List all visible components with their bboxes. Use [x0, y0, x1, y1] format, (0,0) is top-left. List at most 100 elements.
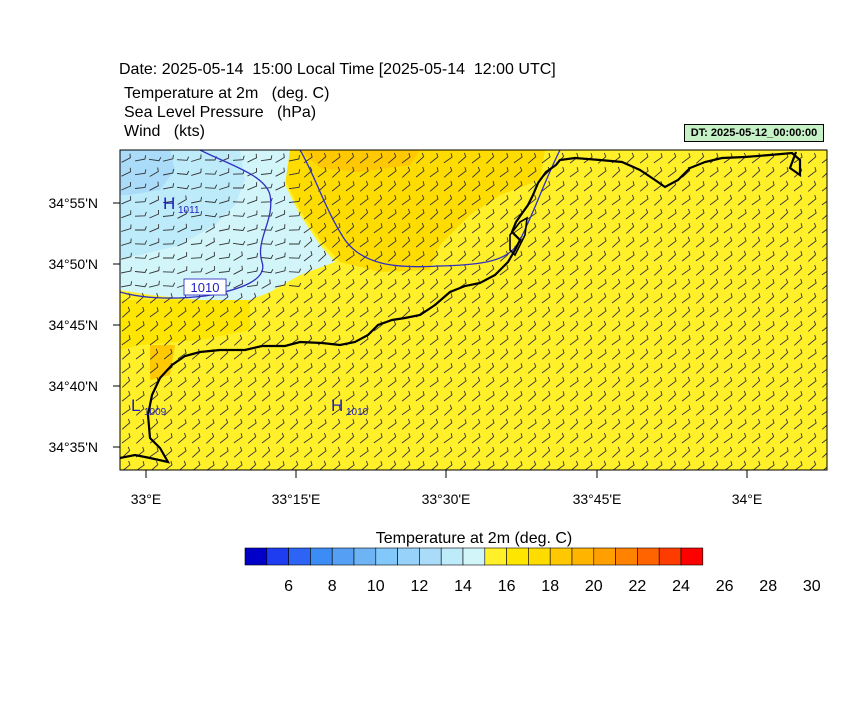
wind-barb	[122, 460, 131, 470]
wind-barb	[246, 238, 258, 246]
wind-barb	[332, 460, 341, 470]
wind-barb	[373, 404, 383, 416]
wind-barb	[317, 306, 327, 318]
wind-barb	[429, 447, 439, 458]
wind-barb	[149, 348, 159, 360]
wind-barb	[569, 208, 579, 220]
wind-barb	[751, 390, 761, 402]
coastline-bay	[509, 216, 528, 257]
wind-barb	[499, 362, 509, 374]
wind-barb	[416, 461, 425, 470]
wind-barb	[723, 446, 733, 458]
wind-barb	[779, 418, 789, 430]
wind-barb	[261, 418, 271, 430]
wind-barb	[429, 292, 439, 304]
wind-barb	[583, 166, 593, 178]
wind-barb	[569, 447, 579, 458]
wind-barb	[135, 306, 145, 318]
wind-barb	[681, 250, 691, 262]
lon-label: 33°30'E	[422, 491, 471, 507]
wind-barb	[303, 363, 313, 374]
wind-barb	[597, 209, 607, 220]
wind-barb	[373, 166, 383, 178]
wind-barb	[401, 222, 411, 234]
wind-barb	[765, 446, 775, 458]
wind-barb	[471, 390, 481, 402]
wind-barb	[555, 376, 565, 388]
wind-barb	[499, 292, 509, 304]
wind-barb	[331, 320, 341, 332]
wind-barb	[695, 208, 705, 220]
wind-barb	[163, 348, 173, 360]
wind-barb	[765, 251, 775, 262]
isobar-label: 1010	[191, 280, 220, 295]
wind-barb	[527, 362, 537, 374]
wind-barb	[583, 208, 593, 220]
wind-barb	[527, 194, 537, 206]
wind-barb	[121, 320, 131, 332]
wind-barb	[177, 209, 187, 219]
wind-barb	[555, 264, 565, 276]
wind-barb	[163, 433, 173, 444]
wind-barb	[807, 432, 817, 444]
wind-barb	[121, 446, 131, 458]
wind-barb	[232, 198, 246, 203]
wind-barb	[583, 334, 593, 346]
wind-barb	[331, 208, 341, 220]
wind-barb	[176, 184, 190, 190]
wind-barb	[205, 251, 215, 261]
wind-barb	[457, 180, 467, 192]
wind-barb	[737, 334, 747, 346]
wind-barb	[667, 404, 677, 416]
wind-barb	[319, 460, 327, 470]
wind-barb	[667, 334, 677, 346]
wind-barb	[779, 320, 789, 332]
wind-barb	[793, 180, 803, 192]
wind-barb	[695, 152, 705, 164]
wind-barb	[429, 377, 439, 388]
wind-barb	[513, 250, 523, 262]
wind-barb	[457, 376, 467, 388]
wind-barb	[681, 405, 691, 416]
wind-barb	[457, 334, 467, 346]
wind-barb	[807, 279, 817, 290]
colorbar-tick-label: 28	[759, 578, 777, 595]
warm-area-north	[285, 150, 545, 272]
colorbar-tick-label: 12	[411, 578, 429, 595]
wind-barb	[471, 446, 481, 458]
wind-barb	[163, 390, 173, 402]
wind-barb	[359, 320, 369, 332]
wind-barb	[695, 446, 705, 458]
wind-barb	[331, 432, 341, 444]
wind-barb	[261, 390, 271, 402]
wind-barb	[569, 307, 579, 318]
wind-barb	[261, 306, 271, 318]
wind-barb	[597, 180, 607, 192]
wind-barb	[289, 169, 301, 176]
wind-barb	[331, 405, 341, 416]
wind-barb	[191, 418, 201, 430]
wind-barb	[373, 446, 383, 458]
wind-barb	[583, 320, 593, 332]
wind-barb	[457, 166, 467, 178]
wind-barb	[219, 292, 229, 304]
wind-barb	[737, 236, 747, 248]
wind-barb	[317, 180, 327, 192]
wind-barb	[513, 194, 523, 206]
wind-barb	[555, 236, 565, 248]
colorbar-swatch	[266, 547, 289, 566]
wind-barb	[457, 432, 467, 444]
wind-barb	[541, 278, 551, 290]
wind-barb	[233, 334, 243, 346]
wind-barb	[233, 279, 243, 289]
wind-barb	[653, 404, 663, 416]
wind-barb	[653, 236, 663, 248]
wind-barb	[611, 320, 621, 332]
wind-barb	[317, 250, 327, 262]
wind-barb	[807, 376, 817, 388]
wind-barb	[695, 334, 705, 346]
wind-barb	[134, 240, 148, 245]
wind-barb	[583, 223, 593, 234]
wind-barb	[779, 237, 789, 248]
wind-barb	[737, 264, 747, 276]
